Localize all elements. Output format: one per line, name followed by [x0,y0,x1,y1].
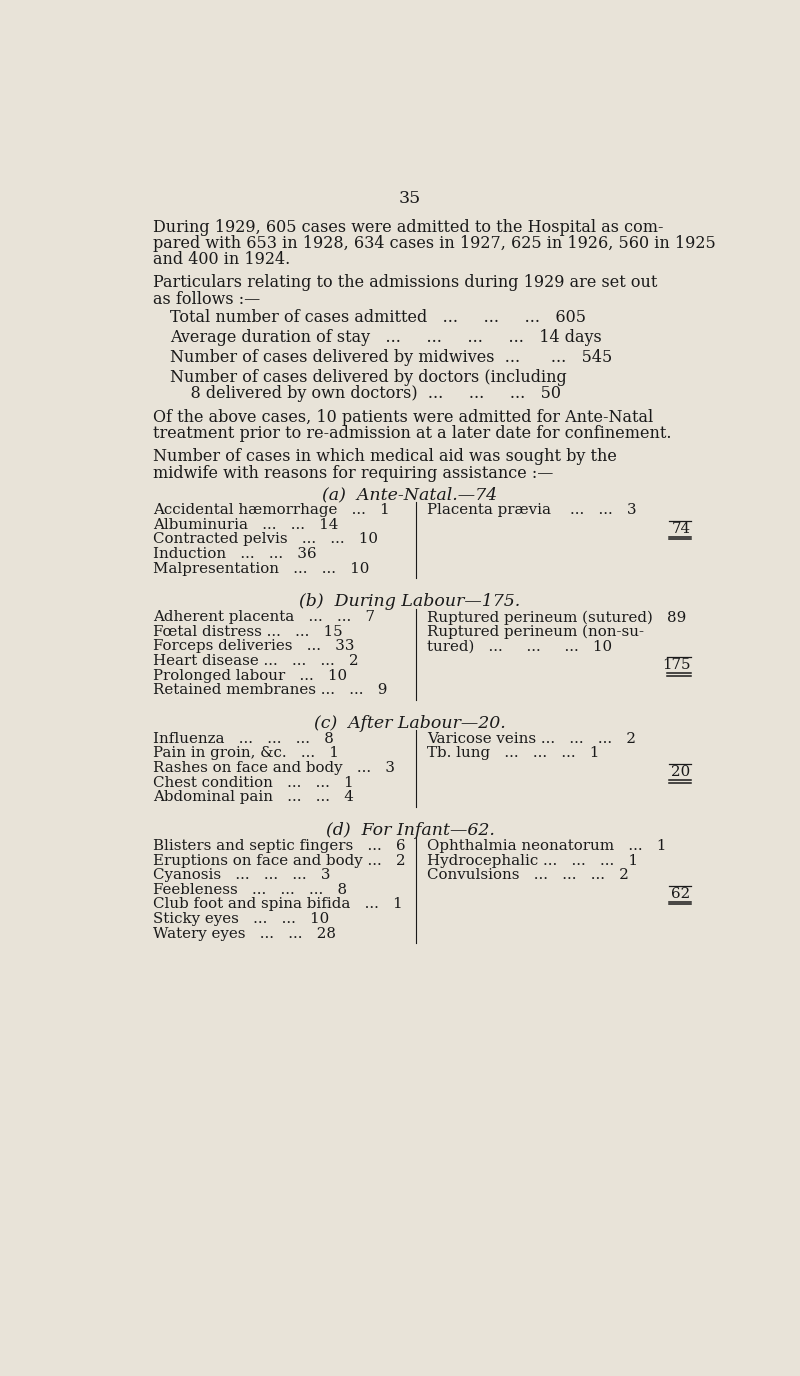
Text: Sticky eyes   ...   ...   10: Sticky eyes ... ... 10 [153,912,329,926]
Text: Adherent placenta   ...   ...   7: Adherent placenta ... ... 7 [153,610,374,625]
Text: Ruptured perineum (non-su-: Ruptured perineum (non-su- [427,625,644,640]
Text: treatment prior to re-admission at a later date for confinement.: treatment prior to re-admission at a lat… [153,425,671,442]
Text: 20: 20 [671,765,690,779]
Text: Influenza   ...   ...   ...   8: Influenza ... ... ... 8 [153,732,334,746]
Text: Ophthalmia neonatorum   ...   1: Ophthalmia neonatorum ... 1 [427,839,666,853]
Text: Number of cases in which medical aid was sought by the: Number of cases in which medical aid was… [153,449,617,465]
Text: Particulars relating to the admissions during 1929 are set out: Particulars relating to the admissions d… [153,274,657,292]
Text: 74: 74 [671,522,690,535]
Text: Cyanosis   ...   ...   ...   3: Cyanosis ... ... ... 3 [153,868,330,882]
Text: Heart disease ...   ...   ...   2: Heart disease ... ... ... 2 [153,654,358,669]
Text: Forceps deliveries   ...   33: Forceps deliveries ... 33 [153,640,354,654]
Text: Tb. lung   ...   ...   ...   1: Tb. lung ... ... ... 1 [427,746,599,761]
Text: Average duration of stay   ...     ...     ...     ...   14 days: Average duration of stay ... ... ... ...… [170,329,602,347]
Text: Malpresentation   ...   ...   10: Malpresentation ... ... 10 [153,561,369,575]
Text: Contracted pelvis   ...   ...   10: Contracted pelvis ... ... 10 [153,533,378,546]
Text: Rashes on face and body   ...   3: Rashes on face and body ... 3 [153,761,394,775]
Text: 62: 62 [671,886,690,901]
Text: Number of cases delivered by midwives  ...      ...   545: Number of cases delivered by midwives ..… [170,350,612,366]
Text: (d)  For Infant—62.: (d) For Infant—62. [326,821,494,839]
Text: Ruptured perineum (sutured)   89: Ruptured perineum (sutured) 89 [427,610,686,625]
Text: (b)  During Labour—175.: (b) During Labour—175. [299,593,521,610]
Text: Pain in groin, &c.   ...   1: Pain in groin, &c. ... 1 [153,746,338,761]
Text: Hydrocephalic ...   ...   ...   1: Hydrocephalic ... ... ... 1 [427,853,638,867]
Text: Chest condition   ...   ...   1: Chest condition ... ... 1 [153,776,354,790]
Text: Induction   ...   ...   36: Induction ... ... 36 [153,548,316,561]
Text: Club foot and spina bifida   ...   1: Club foot and spina bifida ... 1 [153,897,402,911]
Text: Varicose veins ...   ...   ...   2: Varicose veins ... ... ... 2 [427,732,636,746]
Text: Placenta prævia    ...   ...   3: Placenta prævia ... ... 3 [427,504,637,517]
Text: Albuminuria   ...   ...   14: Albuminuria ... ... 14 [153,517,338,531]
Text: and 400 in 1924.: and 400 in 1924. [153,252,290,268]
Text: 8 delivered by own doctors)  ...     ...     ...   50: 8 delivered by own doctors) ... ... ... … [170,384,561,402]
Text: Feebleness   ...   ...   ...   8: Feebleness ... ... ... 8 [153,883,347,897]
Text: 175: 175 [662,658,690,671]
Text: Prolonged labour   ...   10: Prolonged labour ... 10 [153,669,347,682]
Text: midwife with reasons for requiring assistance :—: midwife with reasons for requiring assis… [153,465,553,482]
Text: Fœtal distress ...   ...   15: Fœtal distress ... ... 15 [153,625,342,638]
Text: During 1929, 605 cases were admitted to the Hospital as com-: During 1929, 605 cases were admitted to … [153,219,663,237]
Text: Abdominal pain   ...   ...   4: Abdominal pain ... ... 4 [153,790,354,805]
Text: (a)  Ante-Natal.—74: (a) Ante-Natal.—74 [322,486,498,504]
Text: (c)  After Labour—20.: (c) After Labour—20. [314,716,506,732]
Text: Convulsions   ...   ...   ...   2: Convulsions ... ... ... 2 [427,868,629,882]
Text: Retained membranes ...   ...   9: Retained membranes ... ... 9 [153,684,387,698]
Text: Accidental hæmorrhage   ...   1: Accidental hæmorrhage ... 1 [153,504,390,517]
Text: 35: 35 [399,190,421,206]
Text: Watery eyes   ...   ...   28: Watery eyes ... ... 28 [153,926,336,941]
Text: Of the above cases, 10 patients were admitted for Ante-Natal: Of the above cases, 10 patients were adm… [153,409,653,427]
Text: Total number of cases admitted   ...     ...     ...   605: Total number of cases admitted ... ... .… [170,310,586,326]
Text: as follows :—: as follows :— [153,290,260,308]
Text: pared with 653 in 1928, 634 cases in 1927, 625 in 1926, 560 in 1925: pared with 653 in 1928, 634 cases in 192… [153,235,715,252]
Text: Eruptions on face and body ...   2: Eruptions on face and body ... 2 [153,853,406,867]
Text: Blisters and septic fingers   ...   6: Blisters and septic fingers ... 6 [153,839,406,853]
Text: Number of cases delivered by doctors (including: Number of cases delivered by doctors (in… [170,369,566,387]
Text: tured)   ...     ...     ...   10: tured) ... ... ... 10 [427,640,612,654]
